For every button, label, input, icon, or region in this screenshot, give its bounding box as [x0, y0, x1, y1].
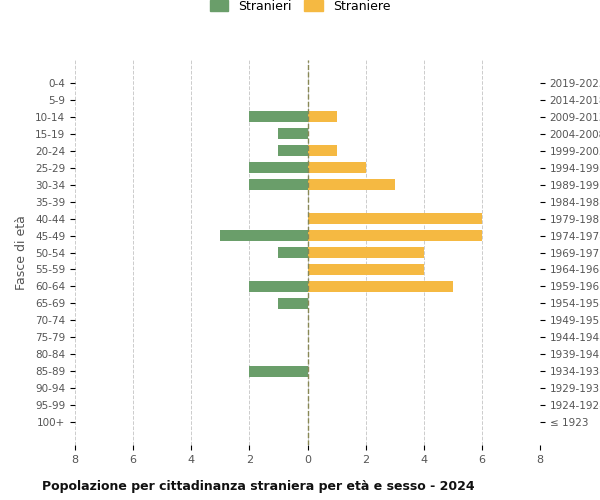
Bar: [250, 162, 308, 172]
Bar: [308, 162, 365, 172]
Bar: [308, 282, 453, 292]
Bar: [220, 230, 308, 240]
Bar: [278, 298, 308, 308]
Bar: [250, 366, 308, 376]
Bar: [250, 112, 308, 122]
Bar: [250, 180, 308, 190]
Bar: [308, 112, 337, 122]
Bar: [250, 282, 308, 292]
Bar: [308, 230, 482, 240]
Legend: Stranieri, Straniere: Stranieri, Straniere: [206, 0, 394, 16]
Y-axis label: Fasce di età: Fasce di età: [15, 215, 28, 290]
Bar: [308, 146, 337, 156]
Bar: [278, 128, 308, 138]
Bar: [308, 180, 395, 190]
Bar: [308, 214, 482, 224]
Bar: [278, 248, 308, 258]
Text: Popolazione per cittadinanza straniera per età e sesso - 2024: Popolazione per cittadinanza straniera p…: [42, 480, 475, 493]
Bar: [308, 264, 424, 274]
Bar: [278, 146, 308, 156]
Bar: [308, 248, 424, 258]
